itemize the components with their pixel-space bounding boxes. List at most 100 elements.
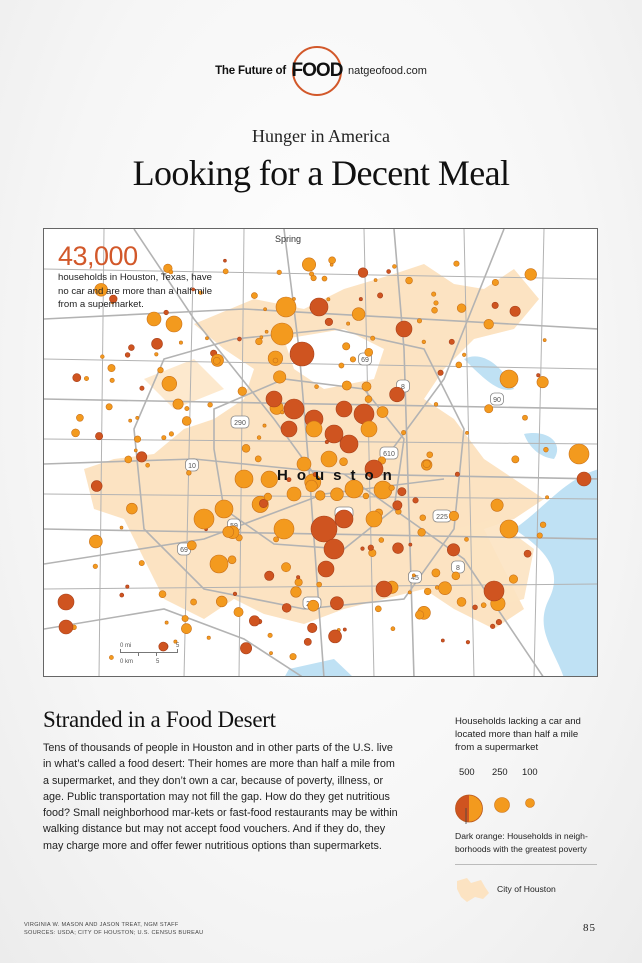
household-dot (484, 404, 494, 414)
scale-tick (138, 652, 139, 656)
household-dot-high-poverty (264, 570, 275, 581)
highway-shield: 8 (451, 560, 465, 574)
household-dot (135, 416, 140, 420)
household-dot-high-poverty (223, 258, 227, 263)
household-dot (212, 356, 221, 365)
map-callout: 43,000 households in Houston, Texas, hav… (58, 241, 218, 312)
scale-tick (156, 652, 157, 656)
household-dot (376, 406, 389, 418)
household-dot (296, 456, 312, 472)
household-dot (157, 366, 164, 374)
household-dot (168, 431, 174, 437)
household-dot (330, 487, 344, 501)
household-dot (307, 599, 320, 612)
scale-km-label: 0 km (120, 659, 134, 665)
household-dot (273, 536, 279, 543)
household-dot (207, 402, 213, 408)
household-dot-high-poverty (109, 294, 118, 304)
household-dot (186, 540, 197, 551)
household-dot (109, 655, 114, 660)
household-dot (411, 573, 416, 578)
household-dot-high-poverty (317, 560, 335, 578)
household-dot (237, 386, 247, 396)
brand-prefix: The Future of (215, 65, 286, 77)
household-dot (172, 398, 184, 410)
household-dot (522, 414, 528, 421)
household-dot (269, 651, 273, 656)
household-dot (426, 451, 434, 459)
household-dot (275, 296, 297, 318)
household-dot-high-poverty (283, 398, 305, 420)
highway-shield: 45 (408, 570, 422, 584)
household-dot (339, 457, 348, 466)
household-dot-high-poverty (412, 497, 419, 504)
household-dot (483, 319, 494, 330)
household-dot (273, 518, 295, 540)
household-dot (92, 563, 98, 569)
household-dot (267, 632, 273, 638)
svg-text:90: 90 (493, 397, 501, 404)
household-dot-high-poverty (324, 317, 333, 326)
road-network (44, 229, 597, 676)
household-dot (273, 370, 287, 384)
household-dot-high-poverty (240, 642, 253, 655)
svg-text:45: 45 (411, 575, 419, 582)
household-dot (227, 555, 237, 565)
household-dot-high-poverty (367, 544, 374, 551)
household-dot (374, 605, 382, 613)
credit-line-1: VIRGINIA W. MASON AND JASON TREAT, NGM S… (24, 922, 179, 928)
household-dot (222, 268, 229, 275)
scale-mi-end: 5 (176, 643, 180, 649)
household-dot (490, 498, 504, 512)
highway-shield: 610 (379, 446, 399, 460)
household-dot (154, 352, 159, 357)
household-dot (173, 639, 178, 644)
household-dot (451, 571, 461, 581)
legend-heading: Households lacking a car and located mor… (455, 716, 581, 753)
household-dot (272, 357, 279, 364)
household-dot (310, 275, 317, 282)
household-dot (241, 444, 251, 453)
household-dot (392, 264, 397, 269)
household-dot-high-poverty (360, 546, 365, 551)
household-dot-high-poverty (386, 269, 391, 274)
scale-tick (177, 649, 178, 653)
household-dot (315, 490, 326, 501)
place-label-spring: Spring (275, 234, 302, 244)
legend-size-label: 250 (492, 766, 508, 778)
brand-url[interactable]: natgeofood.com (347, 65, 427, 77)
legend-size-label: 500 (459, 766, 475, 778)
household-dot (234, 469, 254, 489)
household-dot (205, 336, 209, 341)
article-body: Tens of thousands of people in Houston a… (43, 742, 398, 852)
household-dot (305, 420, 323, 438)
svg-text:8: 8 (401, 384, 405, 391)
household-dot (342, 342, 351, 351)
svg-text:225: 225 (436, 514, 448, 521)
household-dot (305, 479, 318, 493)
scale-line (120, 652, 178, 653)
household-dot (256, 435, 262, 440)
household-dot (421, 339, 426, 344)
household-dot-high-poverty (309, 297, 329, 317)
household-dot (281, 562, 291, 573)
household-dot (126, 502, 138, 515)
household-dot-high-poverty (259, 498, 268, 508)
household-dot (290, 586, 302, 598)
household-dot (499, 369, 519, 389)
household-dot (168, 269, 174, 275)
household-dot (456, 597, 467, 607)
highway-shield: 90 (490, 392, 504, 406)
household-dot (320, 450, 338, 468)
household-dot (260, 470, 278, 488)
page-number: 85 (583, 922, 596, 934)
household-dot-high-poverty (119, 592, 125, 598)
household-dot (456, 303, 467, 313)
household-dot-high-poverty (509, 305, 521, 317)
household-dot-high-poverty (312, 472, 318, 477)
household-dot-high-poverty (483, 580, 505, 602)
household-dot-high-poverty (163, 309, 169, 316)
household-dot (294, 578, 303, 587)
household-dot (370, 335, 376, 341)
household-dot-high-poverty (310, 515, 338, 543)
